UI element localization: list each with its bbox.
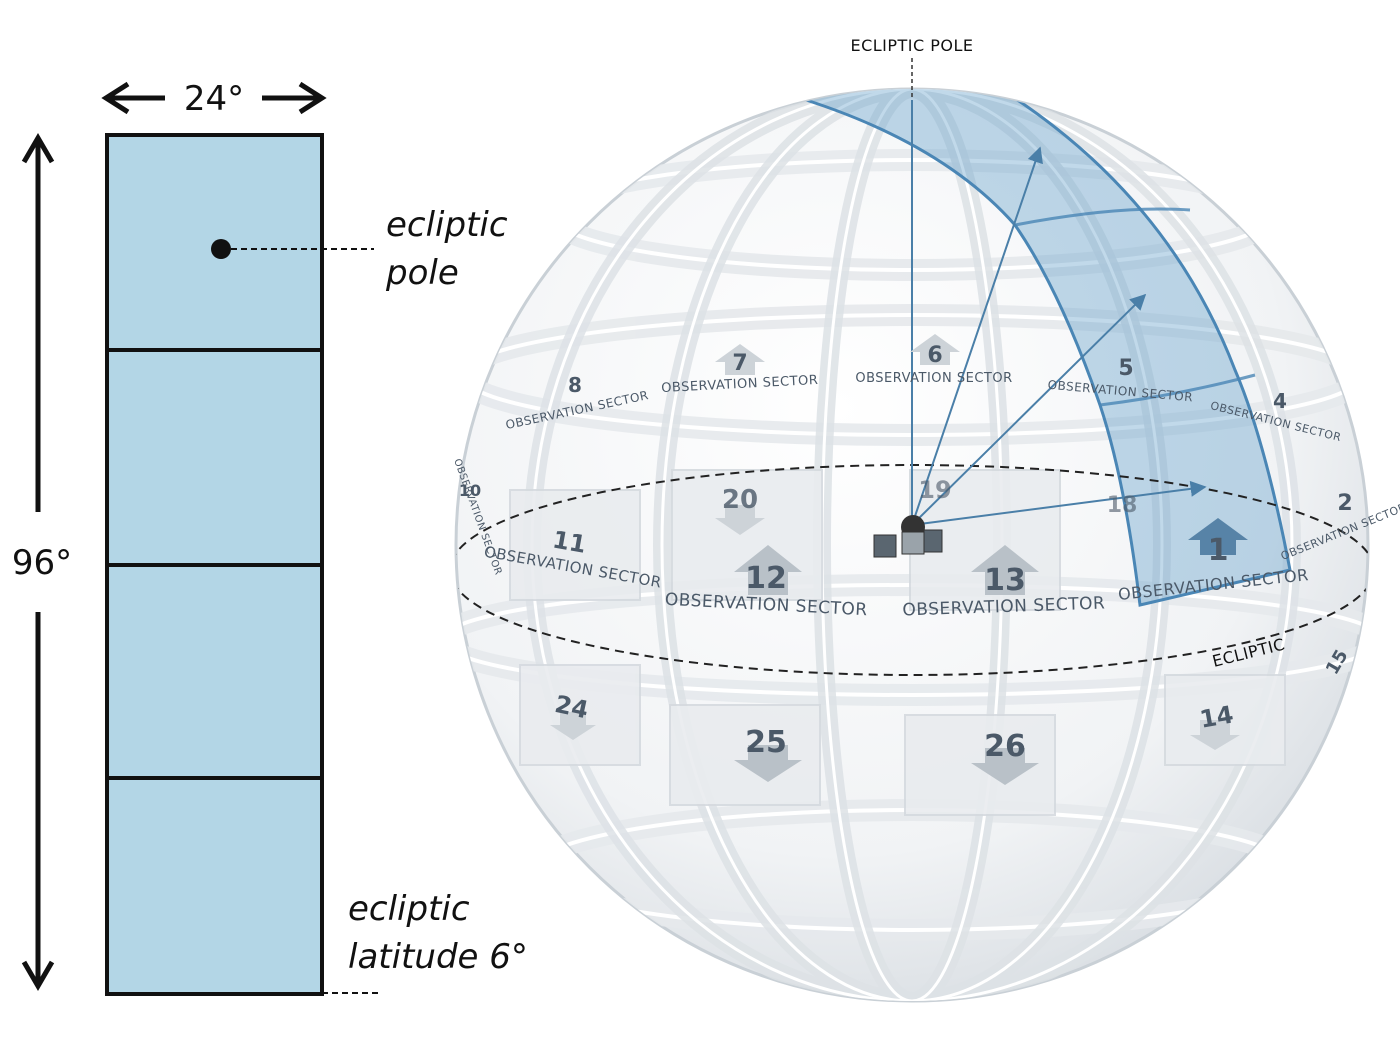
camera-square-2 xyxy=(105,348,324,567)
svg-text:20: 20 xyxy=(722,485,758,515)
svg-text:8: 8 xyxy=(568,373,582,397)
svg-text:5: 5 xyxy=(1118,356,1133,381)
svg-text:10: 10 xyxy=(459,481,481,500)
view-rays xyxy=(911,100,1207,526)
svg-text:25: 25 xyxy=(745,725,787,760)
camera-square-4 xyxy=(105,776,324,996)
sector-25: 25 xyxy=(734,725,802,782)
pole-label-line2: pole xyxy=(385,253,459,293)
sector-20: 20 xyxy=(715,485,765,535)
spacecraft-icon xyxy=(873,515,943,558)
camera-strip: 24° 96° ecliptic pole ecliptic latitude … xyxy=(12,79,528,996)
width-arrow xyxy=(101,81,327,115)
svg-text:26: 26 xyxy=(984,729,1026,764)
svg-text:4: 4 xyxy=(1273,389,1287,413)
svg-text:2: 2 xyxy=(1337,491,1352,516)
svg-text:14: 14 xyxy=(1198,700,1236,733)
sector-24: 24 xyxy=(550,690,596,740)
latitude-label-line1: ecliptic xyxy=(348,889,470,929)
svg-text:19: 19 xyxy=(918,476,951,504)
svg-text:OBSERVATION SECTOR: OBSERVATION SECTOR xyxy=(855,371,1012,386)
sector-14: 14 xyxy=(1190,700,1240,750)
svg-text:1: 1 xyxy=(1208,533,1229,568)
ecliptic-pole-label: ECLIPTIC POLE xyxy=(850,36,973,55)
svg-text:6: 6 xyxy=(927,343,942,368)
svg-text:13: 13 xyxy=(984,563,1026,598)
pole-dot xyxy=(211,239,231,259)
pole-label-line1: ecliptic xyxy=(386,205,508,245)
sector-6: 6 OBSERVATION SECTOR xyxy=(855,334,1012,386)
svg-text:11: 11 xyxy=(551,525,589,558)
camera-square-3 xyxy=(105,563,324,780)
sector-26: 26 xyxy=(971,729,1039,785)
svg-text:7: 7 xyxy=(732,351,747,376)
height-label: 96° xyxy=(12,543,72,583)
svg-text:18: 18 xyxy=(1107,493,1138,518)
sector-7: 7 OBSERVATION SECTOR xyxy=(661,344,819,396)
sector-19: 19 xyxy=(918,476,951,504)
sector-18: 18 xyxy=(1107,493,1138,518)
svg-text:24: 24 xyxy=(552,690,590,724)
svg-text:12: 12 xyxy=(745,561,787,596)
height-arrow xyxy=(21,133,55,991)
width-label: 24° xyxy=(184,79,244,119)
latitude-label-line2: latitude 6° xyxy=(348,937,528,977)
celestial-sphere: ECLIPTIC POLE ECLIPTIC 1 OBSERVATION SEC… xyxy=(451,36,1400,1003)
